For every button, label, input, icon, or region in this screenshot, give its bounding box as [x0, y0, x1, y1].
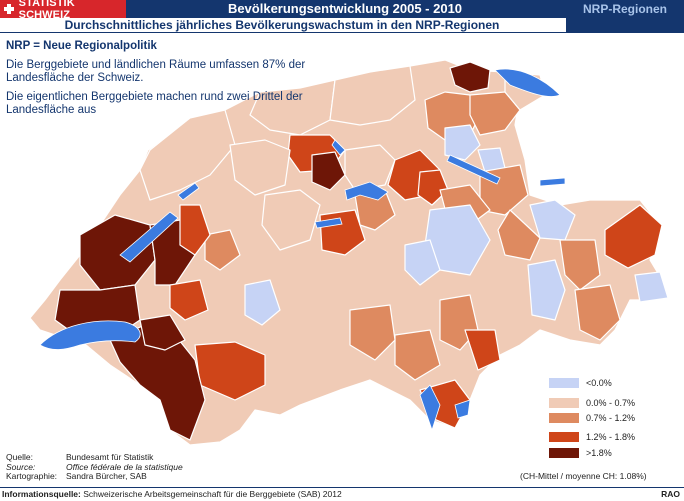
legend-label: 0.7% - 1.2% — [586, 412, 636, 423]
region-east-med — [559, 239, 601, 291]
region-central-1 — [344, 144, 396, 191]
lake-walensee — [539, 177, 566, 187]
lake-zurich — [446, 154, 501, 185]
region-basel-area — [249, 79, 336, 136]
switzerland-map — [29, 59, 669, 446]
region-neg-far-east — [634, 271, 669, 303]
region-jura-west — [139, 109, 236, 201]
legend-swatch — [548, 411, 580, 424]
region-bern — [261, 189, 321, 251]
region-bern-med2 — [204, 229, 241, 271]
footer-rao: RAO — [661, 489, 680, 499]
region-zug — [417, 169, 449, 206]
region-chablais — [139, 314, 186, 351]
footer: Informationsquelle: Schweizerische Arbei… — [0, 487, 684, 501]
page-title: Bevölkerungsentwicklung 2005 - 2010 — [227, 1, 463, 16]
header-tag: NRP-Regionen — [583, 2, 667, 16]
info-para-2: Die eigentlichen Berggebiete machen rund… — [6, 91, 303, 116]
legend-item: 0.7% - 1.2% — [548, 411, 635, 424]
subtitle-tag-block — [566, 18, 684, 32]
page-subtitle: Durchschnittliches jährliches Bevölkerun… — [64, 18, 500, 32]
region-schaffhausen — [449, 61, 491, 93]
lake-geneva — [39, 320, 141, 350]
region-north-mid — [329, 65, 416, 126]
legend-swatch — [548, 446, 580, 459]
region-ticino-4 — [394, 329, 441, 381]
karto-value: Sandra Bürcher, SAB — [66, 471, 147, 481]
region-engadin — [604, 204, 663, 269]
region-neg-center2 — [404, 239, 441, 286]
lake-sempach — [331, 139, 346, 156]
region-lucerne-dark — [311, 151, 346, 191]
region-gr-med — [497, 209, 541, 261]
region-neg-ne — [529, 199, 576, 241]
legend-label: 1.2% - 1.8% — [586, 431, 636, 442]
info-para-1: Die Berggebiete und ländlichen Räume umf… — [6, 59, 306, 84]
source-block: Quelle: Bundesamt für Statistik Source: Of… — [6, 452, 183, 482]
lake-thun — [314, 217, 343, 229]
lake-constance — [494, 68, 561, 97]
swiss-cross-icon — [3, 3, 15, 15]
source-label: Source: — [6, 461, 36, 472]
region-neg-east — [527, 259, 566, 321]
nrp-heading: NRP = Neue Regionalpolitik — [6, 40, 157, 52]
source-value: Office fédérale de la statistique — [66, 461, 183, 472]
statistik-schweiz-logo: STATISTIK SCHWEIZ — [0, 0, 126, 21]
lake-lucerne — [344, 181, 389, 201]
legend-swatch — [548, 376, 580, 389]
karto-label: Kartographie: — [6, 471, 58, 481]
region-ticino-2 — [464, 329, 501, 371]
lake-maggiore — [419, 384, 441, 432]
legend-label: >1.8% — [586, 447, 612, 458]
legend-item: <0.0% — [548, 376, 612, 389]
lake-neuchatel — [119, 211, 179, 263]
region-vaud-north — [79, 214, 156, 291]
region-neg-zh — [444, 124, 481, 161]
info-text-block: NRP = Neue Regionalpolitik Die Berggebie… — [6, 40, 326, 123]
region-neg-west — [244, 279, 281, 326]
quelle-label: Quelle: — [6, 452, 33, 462]
lake-lugano — [454, 399, 471, 419]
footer-label: Informationsquelle: — [2, 489, 81, 499]
region-fribourg-s — [169, 279, 209, 321]
legend-item: 0.0% - 0.7% — [548, 396, 635, 409]
legend-label: 0.0% - 0.7% — [586, 397, 636, 408]
footer-text: Schweizerische Arbeitsgemeinschaft für d… — [83, 489, 342, 499]
legend-label: <0.0% — [586, 377, 612, 388]
subtitle-bar — [0, 18, 684, 32]
lake-biel — [177, 182, 200, 201]
ch-average-note: (CH-Mittel / moyenne CH: 1.08%) — [520, 471, 647, 481]
header-bar — [0, 0, 684, 18]
legend-swatch — [548, 430, 580, 443]
region-bern-north — [229, 139, 291, 196]
quelle-value: Bundesamt für Statistik — [66, 452, 154, 462]
legend-item: 1.2% - 1.8% — [548, 430, 635, 443]
region-valais-east — [349, 304, 396, 361]
region-east-med2 — [574, 284, 621, 341]
legend-swatch — [548, 396, 580, 409]
region-fribourg — [179, 204, 211, 256]
legend-item: >1.8% — [548, 446, 612, 459]
